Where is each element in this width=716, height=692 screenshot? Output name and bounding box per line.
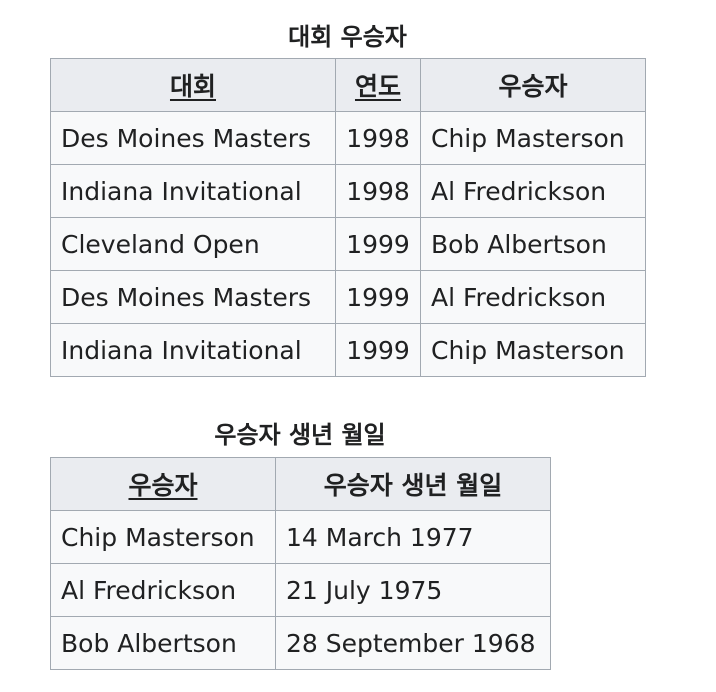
winner-cell: Chip Masterson [420, 323, 646, 377]
winner-cell: Al Fredrickson [50, 563, 276, 617]
winner-cell: Chip Masterson [420, 111, 646, 165]
tournament-header-link[interactable]: 대회 [169, 72, 216, 101]
tournament-cell: Des Moines Masters [50, 111, 336, 165]
table-row: Indiana Invitational 1999 Chip Masterson [50, 323, 646, 377]
birthdate-cell: 14 March 1977 [275, 510, 551, 564]
table-row: Chip Masterson 14 March 1977 [50, 510, 551, 564]
year-cell: 1998 [335, 164, 421, 218]
winner-header-link[interactable]: 우승자 [128, 471, 198, 500]
table-header-row: 우승자 우승자 생년 월일 [50, 457, 551, 511]
tournament-cell: Indiana Invitational [50, 323, 336, 377]
birthdate-cell: 28 September 1968 [275, 616, 551, 670]
winner-cell: Bob Albertson [420, 217, 646, 271]
year-cell: 1999 [335, 217, 421, 271]
year-header-link[interactable]: 연도 [354, 72, 401, 101]
table-row: Indiana Invitational 1998 Al Fredrickson [50, 164, 646, 218]
column-header-year: 연도 [335, 58, 421, 112]
table-row: Des Moines Masters 1998 Chip Masterson [50, 111, 646, 165]
table-row: Bob Albertson 28 September 1968 [50, 616, 551, 670]
winner-cell: Al Fredrickson [420, 164, 646, 218]
tournament-cell: Indiana Invitational [50, 164, 336, 218]
tournament-cell: Cleveland Open [50, 217, 336, 271]
winner-birthdates-caption: 우승자 생년 월일 [214, 421, 386, 449]
winner-cell: Bob Albertson [50, 616, 276, 670]
year-cell: 1998 [335, 111, 421, 165]
winner-cell: Al Fredrickson [420, 270, 646, 324]
winner-birthdates-table: 우승자 우승자 생년 월일 Chip Masterson 14 March 19… [50, 457, 551, 670]
table-header-row: 대회 연도 우승자 [50, 58, 646, 112]
winner-cell: Chip Masterson [50, 510, 276, 564]
tournament-winners-caption: 대회 우승자 [288, 23, 407, 51]
year-cell: 1999 [335, 323, 421, 377]
table-row: Al Fredrickson 21 July 1975 [50, 563, 551, 617]
tournament-winners-table: 대회 연도 우승자 Des Moines Masters 1998 Chip M… [50, 58, 646, 377]
column-header-winner: 우승자 [50, 457, 276, 511]
tournament-cell: Des Moines Masters [50, 270, 336, 324]
column-header-birthdate: 우승자 생년 월일 [275, 457, 551, 511]
column-header-winner: 우승자 [420, 58, 646, 112]
table-row: Cleveland Open 1999 Bob Albertson [50, 217, 646, 271]
table-row: Des Moines Masters 1999 Al Fredrickson [50, 270, 646, 324]
year-cell: 1999 [335, 270, 421, 324]
birthdate-cell: 21 July 1975 [275, 563, 551, 617]
column-header-tournament: 대회 [50, 58, 336, 112]
